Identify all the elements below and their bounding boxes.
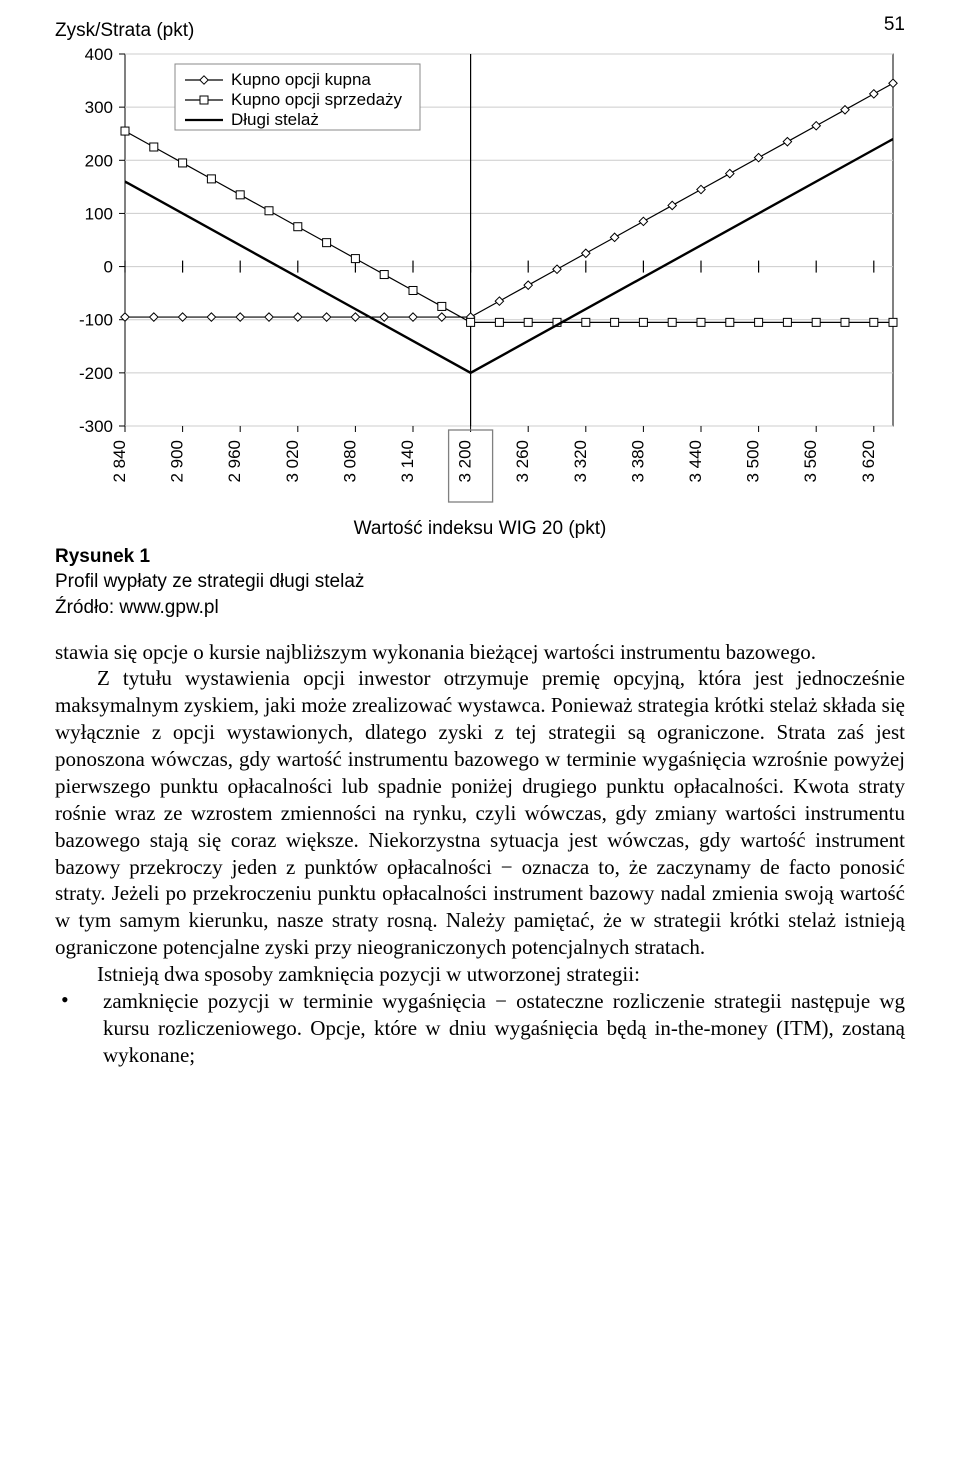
svg-text:3 260: 3 260 <box>513 440 532 483</box>
bullet-text-1: zamknięcie pozycji w terminie wygaśnięci… <box>103 988 905 1069</box>
y-axis-title: Zysk/Strata (pkt) <box>55 20 905 42</box>
svg-text:3 020: 3 020 <box>283 440 302 483</box>
svg-text:2 960: 2 960 <box>225 440 244 483</box>
svg-text:3 440: 3 440 <box>686 440 705 483</box>
svg-text:3 140: 3 140 <box>398 440 417 483</box>
svg-text:0: 0 <box>104 258 113 277</box>
figure-caption: Wartość indeksu WIG 20 (pkt) Rysunek 1 P… <box>55 516 905 621</box>
svg-text:100: 100 <box>85 204 113 223</box>
svg-text:3 320: 3 320 <box>571 440 590 483</box>
x-axis-title: Wartość indeksu WIG 20 (pkt) <box>55 516 905 542</box>
svg-text:3 200: 3 200 <box>456 440 475 483</box>
figure-label: Rysunek 1 <box>55 546 150 567</box>
svg-text:200: 200 <box>85 151 113 170</box>
svg-text:300: 300 <box>85 98 113 117</box>
paragraph-3: Istnieją dwa sposoby zamknięcia pozycji … <box>55 961 905 988</box>
bullet-item-1: • zamknięcie pozycji w terminie wygaśnię… <box>55 988 905 1069</box>
svg-text:400: 400 <box>85 46 113 64</box>
bullet-dot-icon: • <box>55 988 103 1069</box>
paragraph-2: Z tytułu wystawienia opcji inwestor otrz… <box>55 665 905 961</box>
page-number: 51 <box>884 14 905 36</box>
svg-text:-200: -200 <box>79 364 113 383</box>
svg-text:3 500: 3 500 <box>744 440 763 483</box>
svg-text:-100: -100 <box>79 311 113 330</box>
svg-text:Kupno opcji sprzedaży: Kupno opcji sprzedaży <box>231 90 403 109</box>
chart-container: -300 -200 -100 0 100 200 300 400 2 840 2 900 2 960… <box>55 46 905 516</box>
figure-source: Źródło: www.gpw.pl <box>55 597 219 618</box>
paragraph-1: stawia się opcje o kursie najbliższym wy… <box>55 639 905 666</box>
svg-text:2 840: 2 840 <box>110 440 129 483</box>
svg-text:3 560: 3 560 <box>801 440 820 483</box>
svg-text:3 380: 3 380 <box>628 440 647 483</box>
svg-text:Kupno opcji kupna: Kupno opcji kupna <box>231 70 371 89</box>
figure-title: Profil wypłaty ze strategii długi stelaż <box>55 571 364 592</box>
svg-text:3 080: 3 080 <box>340 440 359 483</box>
svg-text:-300: -300 <box>79 417 113 436</box>
svg-text:3 620: 3 620 <box>859 440 878 483</box>
payoff-chart: -300 -200 -100 0 100 200 300 400 2 840 2 900 2 960… <box>55 46 905 516</box>
svg-text:Długi stelaż: Długi stelaż <box>231 110 319 129</box>
body-text: stawia się opcje o kursie najbliższym wy… <box>55 639 905 1069</box>
svg-text:2 900: 2 900 <box>168 440 187 483</box>
